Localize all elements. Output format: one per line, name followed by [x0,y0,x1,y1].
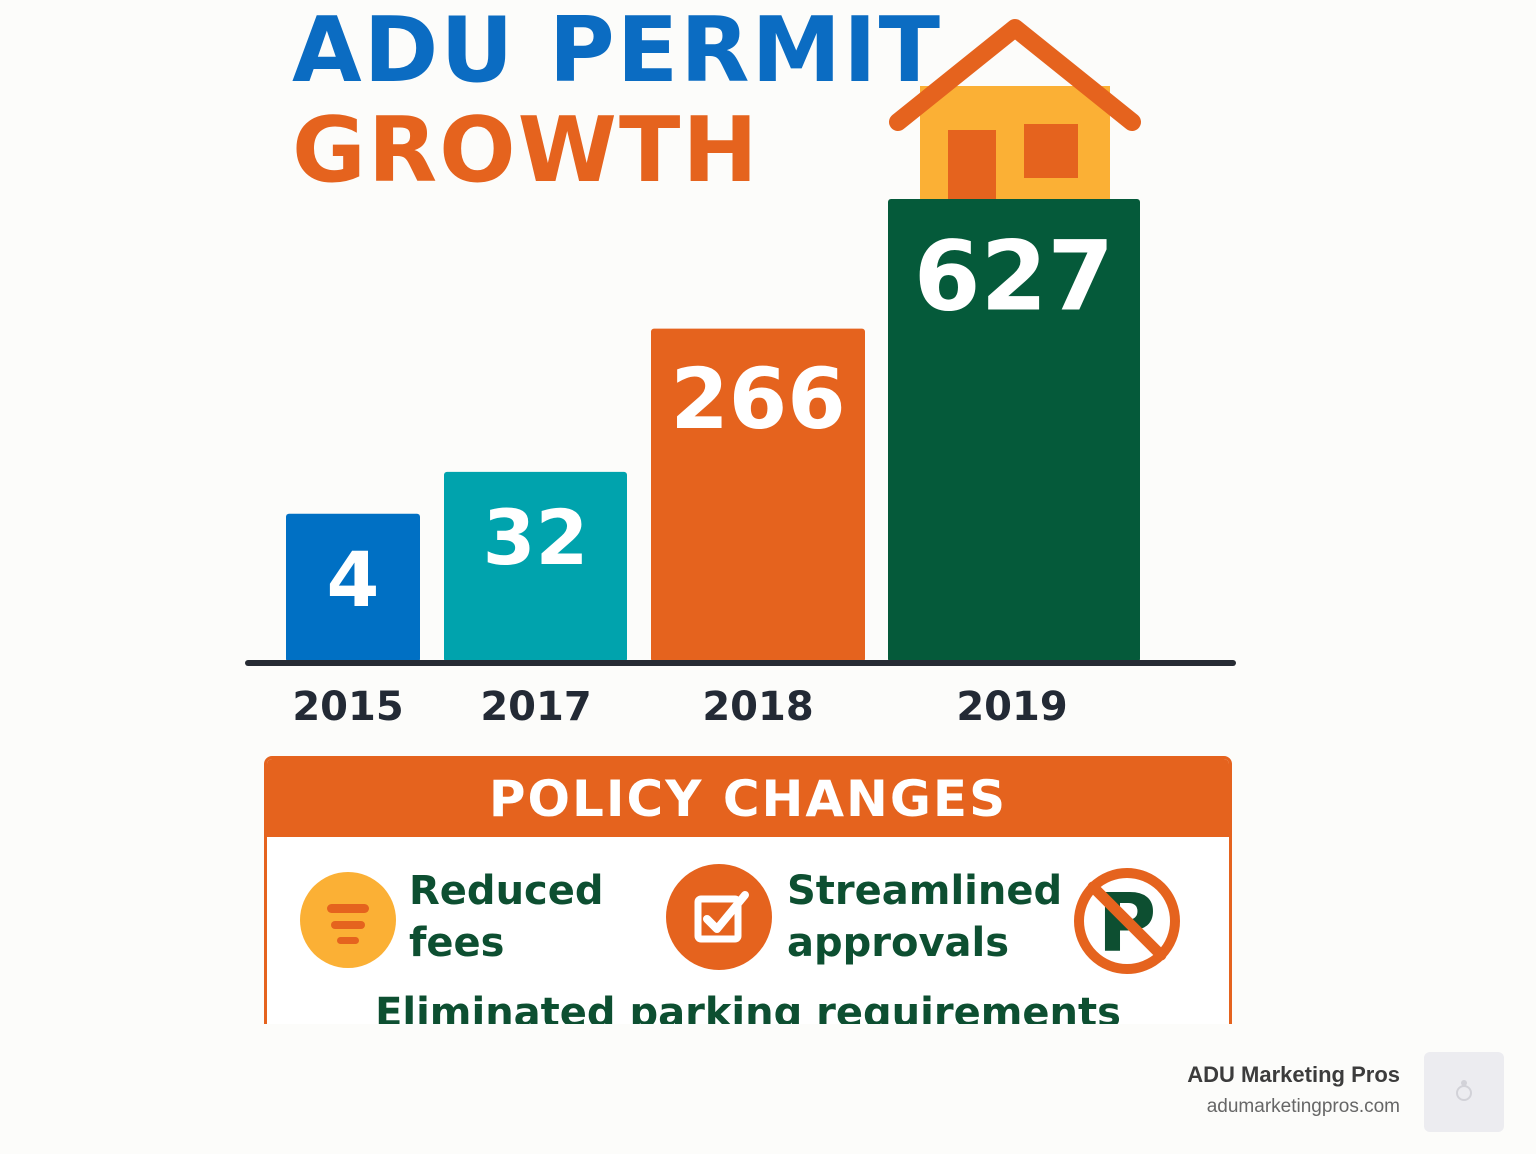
chart-title-line-1: ADU PERMIT [292,0,942,103]
policy-item-reduced-fees: Reduced fees [409,865,604,969]
policy-changes-panel: POLICY CHANGES Reduced fees Streamlined … [264,756,1232,1024]
policy-item-line: Streamlined [787,868,1063,914]
checkbox-icon [666,864,772,970]
x-tick-label-2015: 2015 [292,684,403,730]
brand-block: ADU Marketing Pros adumarketingpros.com [1187,1062,1400,1118]
data-label-2018: 266 [670,350,845,448]
policy-item-eliminated-parking: Eliminated parking requirements [375,990,1121,1024]
house-icon [889,19,1141,202]
x-tick-label-2017: 2017 [480,684,591,730]
brand-logo-tile [1424,1052,1504,1132]
x-tick-label-2019: 2019 [956,684,1067,730]
policy-header: POLICY CHANGES [267,759,1229,837]
data-label-2015: 4 [327,535,380,624]
policy-item-line: fees [409,920,505,966]
policy-item-line: Reduced [409,868,604,914]
data-label-2017: 32 [483,493,589,582]
brand-logo-icon [1456,1080,1472,1101]
policy-item-line: approvals [787,920,1010,966]
x-tick-label-2018: 2018 [702,684,813,730]
bar-2015 [286,513,420,662]
no-parking-icon: P [1074,868,1180,974]
reduced-fees-icon [300,872,396,968]
chart-title-line-2: GROWTH [292,98,760,203]
policy-item-streamlined-approvals: Streamlined approvals [787,865,1062,969]
bar-2019 [888,199,1140,662]
bar-chart: 4 32 266 627 2015 2017 2018 2019 [245,19,1236,730]
brand-name: ADU Marketing Pros [1187,1062,1400,1087]
brand-url[interactable]: adumarketingpros.com [1206,1096,1400,1117]
data-label-2019: 627 [914,220,1114,332]
bar-2018 [651,328,865,662]
bar-2017 [444,471,627,662]
